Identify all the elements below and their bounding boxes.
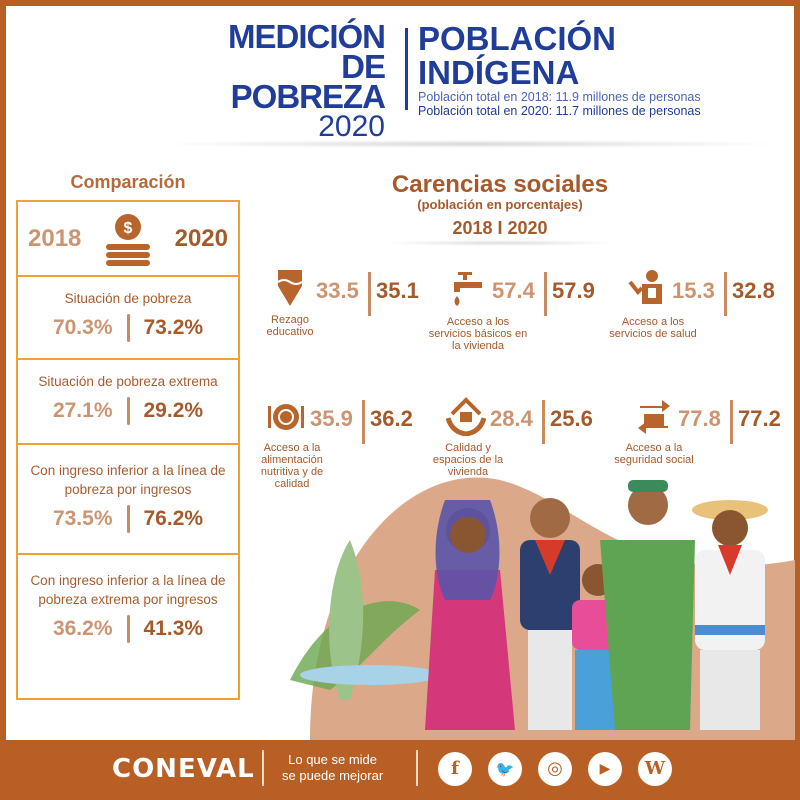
instagram-icon[interactable]: ◎ (538, 752, 572, 786)
value-2018: 77.8 (678, 406, 721, 431)
divider (126, 505, 130, 533)
carencia-item: 77.8 77.2 Acceso a la seguridad social (614, 396, 800, 516)
year-2018: 2018 (28, 224, 82, 252)
doctor-icon (628, 270, 662, 304)
man-figure (692, 500, 768, 730)
carencia-label: Rezago educativo (266, 314, 314, 338)
twitter-icon[interactable]: 🐦 (488, 752, 522, 786)
value-2020: 41.3% (143, 617, 204, 640)
carencia-item: 57.4 57.9 Acceso a los servicios básicos … (429, 268, 628, 388)
footer-divider (262, 750, 264, 786)
wordpress-icon[interactable]: W (638, 752, 672, 786)
comparison-header: 2018 $ 2020 (18, 202, 238, 277)
divider (126, 314, 130, 342)
brand-year: 2020 (318, 110, 385, 143)
comparison-row: Con ingreso inferior a la línea de pobre… (18, 555, 238, 698)
value-2020: 25.6 (550, 406, 593, 431)
plate-icon (268, 404, 304, 430)
value-2018: 27.1% (52, 399, 113, 422)
value-2018: 70.3% (52, 316, 113, 339)
house-hands-icon (446, 397, 486, 436)
value-2018: 36.2% (52, 617, 113, 640)
header-divider (405, 28, 408, 110)
comparison-row: Situación de pobreza extrema 27.1% 29.2% (18, 360, 238, 445)
value-2018: 15.3 (672, 278, 715, 303)
value-2020: 29.2% (143, 399, 204, 422)
row-label: Situación de pobreza extrema (38, 374, 218, 389)
value-2020: 35.1 (376, 278, 419, 303)
value-2020: 76.2% (143, 507, 204, 530)
population-2020: Población total en 2020: 11.7 millones d… (418, 104, 701, 118)
value-2018: 33.5 (316, 278, 359, 303)
value-2018: 73.5% (52, 507, 113, 530)
footer: CONEVAL Lo que se mide se puede mejorar f… (0, 740, 800, 800)
value-2018: 28.4 (490, 406, 533, 431)
divider (730, 400, 733, 444)
row-label: Con ingreso inferior a la línea de pobre… (30, 573, 226, 607)
value-2020: 36.2 (370, 406, 413, 431)
value-2020: 57.9 (552, 278, 595, 303)
divider (362, 400, 365, 444)
brand-line-1: MEDICIÓN (228, 18, 386, 55)
coneval-logo[interactable]: CONEVAL (112, 754, 255, 784)
divider (126, 397, 130, 425)
page-title-line-2: INDÍGENA (418, 54, 580, 91)
indigenous-family-illustration (290, 477, 795, 740)
row-label: Situación de pobreza (64, 291, 192, 306)
coin-stack-icon: $ (106, 213, 150, 266)
carencia-label: Acceso a los servicios básicos en la viv… (428, 316, 528, 352)
divider (368, 272, 371, 316)
carencias-title-block: Carencias sociales (población en porcent… (330, 172, 670, 241)
carencia-label: Acceso a la alimentación nutritiva y de … (260, 442, 324, 490)
faucet-icon (454, 272, 482, 306)
footer-divider (416, 750, 418, 786)
value-2018: 35.9 (310, 406, 353, 431)
social-security-icon (638, 400, 670, 434)
youtube-icon[interactable]: ▶ (588, 752, 622, 786)
medicion-pobreza-logo: MEDICIÓN DE POBREZA 2020 (180, 18, 386, 143)
carencia-item: 33.5 35.1 Rezago educativo (266, 268, 452, 388)
leaf-shape (329, 540, 364, 700)
comparison-row: Situación de pobreza 70.3% 73.2% (18, 277, 238, 360)
woman-figure (425, 500, 515, 730)
svg-text:$: $ (124, 220, 133, 237)
carencia-label: Acceso a la seguridad social (614, 442, 694, 466)
title-shadow (380, 240, 620, 246)
water-shape (300, 665, 440, 685)
divider (542, 400, 545, 444)
divider (544, 272, 547, 316)
carencias-subtitle: (población en porcentajes) (417, 197, 583, 212)
divider (724, 272, 727, 316)
comparison-row: Con ingreso inferior a la línea de pobre… (18, 445, 238, 555)
value-2020: 77.2 (738, 406, 781, 431)
value-2018: 57.4 (492, 278, 535, 303)
carencia-label: Calidad y espacios de la vivienda (432, 442, 504, 478)
boy-figure (520, 498, 580, 730)
comparison-panel: 2018 $ 2020 Situación de pobreza 70.3% 73… (16, 200, 240, 700)
carencias-title: Carencias sociales (391, 171, 609, 198)
divider (126, 615, 130, 643)
row-label: Con ingreso inferior a la línea de pobre… (30, 463, 226, 497)
carencias-years: 2018 I 2020 (452, 218, 548, 238)
facebook-icon[interactable]: f (438, 752, 472, 786)
year-2020: 2020 (174, 224, 228, 252)
value-2020: 73.2% (143, 316, 204, 339)
slogan-line-2: se puede mejorar (282, 768, 384, 783)
pencil-icon (277, 270, 303, 306)
carencia-item: 35.9 36.2 Acceso a la alimentación nutrit… (261, 396, 446, 516)
page-title-line-1: POBLACIÓN (418, 20, 616, 57)
page-title-block: POBLACIÓN INDÍGENA Población total en 20… (418, 20, 701, 119)
comparison-title: Comparación (70, 172, 186, 192)
population-2018: Población total en 2018: 11.9 millones d… (418, 90, 701, 104)
value-2020: 32.8 (732, 278, 775, 303)
slogan-line-1: Lo que se mide (288, 752, 378, 767)
elder-woman-figure (600, 480, 695, 730)
carencia-item: 28.4 25.6 Calidad y espacios de la vivien… (433, 396, 626, 516)
header-shadow (150, 140, 790, 148)
carencia-label: Acceso a los servicios de salud (609, 316, 697, 340)
carencia-item: 15.3 32.8 Acceso a los servicios de salud (609, 268, 800, 388)
brand-line-2: DE POBREZA (230, 48, 386, 115)
slogan: Lo que se mide se puede mejorar (282, 752, 383, 784)
